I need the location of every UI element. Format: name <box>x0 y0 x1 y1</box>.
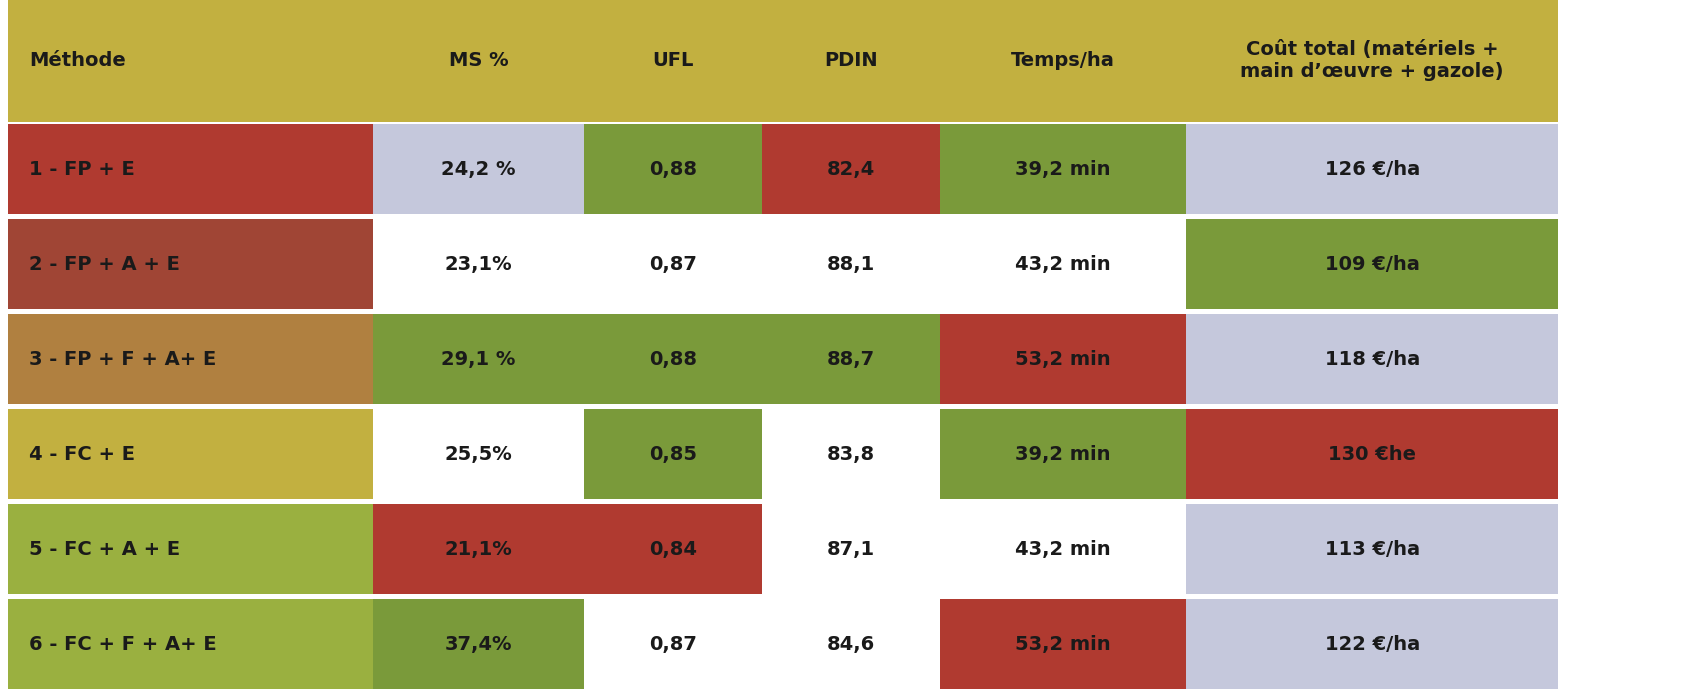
Text: Temps/ha: Temps/ha <box>1011 51 1115 70</box>
Text: 1 - FP + E: 1 - FP + E <box>29 160 134 179</box>
Text: 24,2 %: 24,2 % <box>442 160 515 179</box>
Text: 21,1%: 21,1% <box>446 539 512 559</box>
Bar <box>8 219 373 309</box>
Bar <box>762 0 940 122</box>
Text: 88,1: 88,1 <box>827 254 876 274</box>
Bar <box>940 0 1186 122</box>
Bar <box>762 314 940 404</box>
Bar <box>584 314 762 404</box>
Text: 109 €/ha: 109 €/ha <box>1325 254 1420 274</box>
Text: 113 €/ha: 113 €/ha <box>1325 539 1420 559</box>
Text: 118 €/ha: 118 €/ha <box>1325 350 1420 368</box>
Text: Méthode: Méthode <box>29 51 125 70</box>
Text: 4 - FC + E: 4 - FC + E <box>29 445 136 464</box>
Bar <box>584 409 762 499</box>
Bar <box>373 599 584 689</box>
Text: Coût total (matériels +
main d’œuvre + gazole): Coût total (matériels + main d’œuvre + g… <box>1240 40 1504 81</box>
Text: 53,2 min: 53,2 min <box>1015 635 1111 653</box>
Bar <box>373 314 584 404</box>
Bar <box>584 0 762 122</box>
Text: PDIN: PDIN <box>825 51 877 70</box>
Bar <box>940 124 1186 214</box>
Text: 87,1: 87,1 <box>827 539 876 559</box>
Text: 37,4%: 37,4% <box>446 635 512 653</box>
Bar <box>373 504 584 594</box>
Bar <box>1186 219 1558 309</box>
Bar <box>940 599 1186 689</box>
Bar <box>762 409 940 499</box>
Text: 43,2 min: 43,2 min <box>1015 254 1111 274</box>
Text: 0,84: 0,84 <box>649 539 698 559</box>
Text: 126 €/ha: 126 €/ha <box>1325 160 1420 179</box>
Text: 84,6: 84,6 <box>827 635 876 653</box>
Text: 23,1%: 23,1% <box>446 254 512 274</box>
Bar <box>8 314 373 404</box>
Bar <box>373 409 584 499</box>
Bar <box>762 504 940 594</box>
Bar <box>8 599 373 689</box>
Bar <box>1186 0 1558 122</box>
Text: 29,1 %: 29,1 % <box>442 350 515 368</box>
Text: 2 - FP + A + E: 2 - FP + A + E <box>29 254 180 274</box>
Bar <box>373 0 584 122</box>
Text: 0,87: 0,87 <box>649 254 698 274</box>
Bar <box>584 124 762 214</box>
Bar <box>1186 314 1558 404</box>
Text: 39,2 min: 39,2 min <box>1015 445 1111 464</box>
Text: UFL: UFL <box>652 51 695 70</box>
Bar <box>584 504 762 594</box>
Text: 3 - FP + F + A+ E: 3 - FP + F + A+ E <box>29 350 217 368</box>
Text: 43,2 min: 43,2 min <box>1015 539 1111 559</box>
Bar <box>1186 124 1558 214</box>
Bar <box>1186 409 1558 499</box>
Text: 122 €/ha: 122 €/ha <box>1325 635 1420 653</box>
Bar <box>373 219 584 309</box>
Bar <box>373 124 584 214</box>
Text: 53,2 min: 53,2 min <box>1015 350 1111 368</box>
Bar <box>8 409 373 499</box>
Bar <box>584 599 762 689</box>
Text: 82,4: 82,4 <box>827 160 876 179</box>
Text: 0,87: 0,87 <box>649 635 698 653</box>
Bar <box>940 409 1186 499</box>
Text: 0,85: 0,85 <box>649 445 698 464</box>
Bar <box>940 504 1186 594</box>
Bar <box>1186 504 1558 594</box>
Text: 83,8: 83,8 <box>827 445 876 464</box>
Text: 0,88: 0,88 <box>649 160 698 179</box>
Text: 39,2 min: 39,2 min <box>1015 160 1111 179</box>
Text: 0,88: 0,88 <box>649 350 698 368</box>
Text: 88,7: 88,7 <box>827 350 876 368</box>
Bar <box>8 0 373 122</box>
Text: 5 - FC + A + E: 5 - FC + A + E <box>29 539 180 559</box>
Text: MS %: MS % <box>449 51 508 70</box>
Text: 6 - FC + F + A+ E: 6 - FC + F + A+ E <box>29 635 217 653</box>
Bar <box>8 504 373 594</box>
Bar <box>940 219 1186 309</box>
Bar <box>762 219 940 309</box>
Bar <box>1186 599 1558 689</box>
Bar <box>762 124 940 214</box>
Bar <box>8 124 373 214</box>
Text: 25,5%: 25,5% <box>446 445 512 464</box>
Bar <box>584 219 762 309</box>
Bar <box>762 599 940 689</box>
Bar <box>940 314 1186 404</box>
Text: 130 €he: 130 €he <box>1328 445 1416 464</box>
